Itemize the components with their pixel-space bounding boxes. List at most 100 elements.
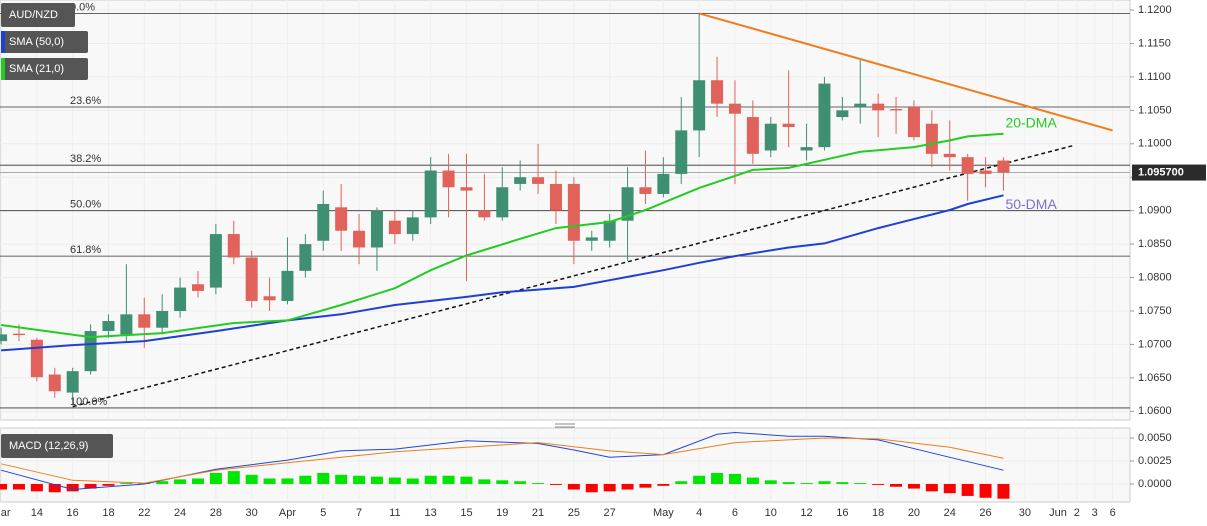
histogram-bar xyxy=(102,483,115,486)
candle-body xyxy=(48,374,61,392)
candle-body xyxy=(263,296,276,301)
histogram-bar xyxy=(621,483,634,490)
candle-body xyxy=(388,220,401,235)
x-tick-label: 6 xyxy=(732,507,738,519)
histogram-bar xyxy=(639,483,652,488)
histogram-bar xyxy=(245,474,258,484)
legend-swatch xyxy=(1,58,5,80)
candle-body xyxy=(818,83,831,148)
candle-body xyxy=(585,237,598,241)
fib-label: 61.8% xyxy=(70,244,101,256)
candle-body xyxy=(442,170,455,188)
candle-body xyxy=(532,177,545,184)
candle-body xyxy=(478,210,491,218)
x-tick-label: Jun xyxy=(1049,507,1067,519)
candle-body xyxy=(854,103,867,108)
candle-body xyxy=(191,284,204,291)
x-tick-label: 14 xyxy=(31,507,43,519)
histogram-bar xyxy=(907,483,920,489)
candle-body xyxy=(496,187,509,218)
histogram-bar xyxy=(800,483,813,484)
x-tick-label: Apr xyxy=(279,507,296,519)
histogram-bar xyxy=(66,483,79,492)
histogram-bar xyxy=(925,483,938,492)
histogram-bar xyxy=(567,483,580,490)
line-annotation: 50-DMA xyxy=(1005,196,1057,212)
legend-box xyxy=(1,3,75,27)
candle-body xyxy=(353,230,366,248)
histogram-bar xyxy=(353,475,366,484)
histogram-bar xyxy=(728,473,741,484)
histogram-bar xyxy=(263,478,276,484)
x-tick-label: 24 xyxy=(944,507,956,519)
y-tick-label: 1.0850 xyxy=(1138,238,1172,250)
x-tick-label: 28 xyxy=(210,507,222,519)
y-tick-label: 1.0800 xyxy=(1138,271,1172,283)
x-tick-label: 27 xyxy=(604,507,616,519)
histogram-bar xyxy=(585,483,598,493)
fib-label: 23.6% xyxy=(70,95,101,107)
x-tick-label: 3 xyxy=(1092,507,1098,519)
fib-label: 0.0% xyxy=(70,1,95,13)
histogram-bar xyxy=(442,475,455,484)
x-tick-label: 13 xyxy=(425,507,437,519)
histogram-bar xyxy=(764,480,777,484)
histogram-bar xyxy=(406,478,419,484)
candle-body xyxy=(514,177,527,184)
candle-body xyxy=(657,173,670,194)
candle-body xyxy=(621,187,634,221)
candle-body xyxy=(317,203,330,241)
moving-average xyxy=(0,132,1004,339)
y-tick-label: 1.0700 xyxy=(1138,338,1172,350)
legend-label: MACD (12,26,9) xyxy=(9,440,88,452)
candle-body xyxy=(245,257,258,301)
histogram-bar xyxy=(979,483,992,498)
candle-body xyxy=(943,153,956,158)
histogram-bar xyxy=(603,483,616,492)
histogram-bar xyxy=(854,483,867,484)
histogram-bar xyxy=(299,475,312,484)
x-tick-label: 5 xyxy=(320,507,326,519)
histogram-bar xyxy=(514,481,527,484)
histogram-bar xyxy=(84,483,97,489)
candle-body xyxy=(997,160,1010,173)
histogram-bar xyxy=(424,475,437,484)
trendline xyxy=(698,12,1113,132)
legend-label: SMA (21,0) xyxy=(9,63,64,75)
x-tick-label: 11 xyxy=(389,507,400,519)
histogram-bar xyxy=(746,477,759,484)
macd-line xyxy=(0,437,1004,484)
candle-body xyxy=(120,314,133,335)
histogram-bar xyxy=(693,475,706,484)
y-tick-label: 0.0000 xyxy=(1138,478,1172,490)
histogram-bar xyxy=(961,483,974,496)
candle-body xyxy=(782,123,795,128)
candle-body xyxy=(603,220,616,241)
macd-panel xyxy=(0,427,1131,503)
legend-label: SMA (50,0) xyxy=(9,36,64,48)
x-tick-label: 30 xyxy=(1019,507,1031,519)
moving-average xyxy=(1,194,1004,352)
candle-body xyxy=(460,187,473,191)
histogram-bar xyxy=(549,483,562,485)
legend-box xyxy=(1,31,88,53)
histogram-bar xyxy=(370,476,383,484)
candle-body xyxy=(335,207,348,231)
candle-body xyxy=(764,123,777,151)
candle-body xyxy=(907,107,920,138)
x-tick-label: 18 xyxy=(102,507,114,519)
x-tick-label: 19 xyxy=(496,507,508,519)
x-tick-label: 20 xyxy=(908,507,920,519)
histogram-bar xyxy=(836,482,849,484)
histogram-bar xyxy=(317,472,330,484)
candle-body xyxy=(800,147,813,151)
x-tick-label: 12 xyxy=(800,507,812,519)
y-tick-label: 0.0050 xyxy=(1138,432,1172,444)
x-tick-label: 21 xyxy=(532,507,544,519)
x-tick-label: 30 xyxy=(246,507,258,519)
histogram-bar xyxy=(48,483,61,493)
histogram-bar xyxy=(711,472,724,484)
x-tick-label: 2 xyxy=(1074,507,1080,519)
histogram-bar xyxy=(227,471,240,484)
